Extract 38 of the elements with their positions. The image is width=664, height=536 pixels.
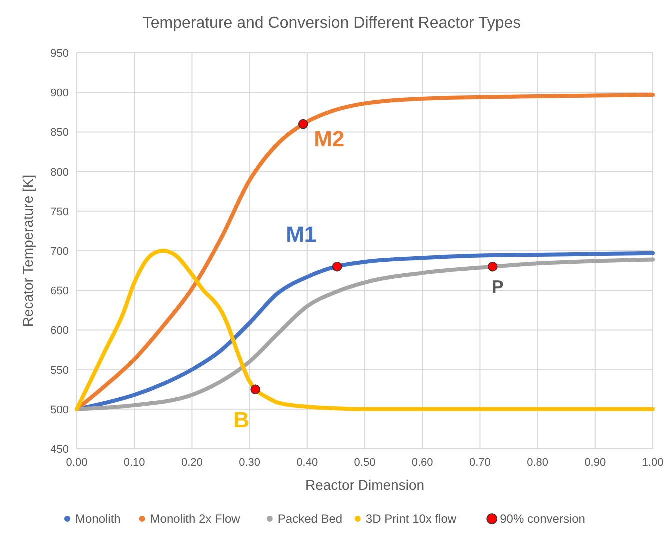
y-axis-title: Recator Temperature [K]: [20, 174, 36, 328]
y-tick-label: 650: [50, 286, 69, 298]
legend-label: Packed Bed: [278, 512, 343, 526]
point: [250, 384, 260, 394]
annotation: M1: [286, 222, 317, 247]
annotation: P: [492, 276, 504, 297]
y-tick-label: 800: [50, 166, 69, 179]
x-tick-label: 0.30: [239, 457, 261, 469]
y-tick-label: 450: [50, 444, 69, 456]
x-tick-label: 0.40: [296, 457, 318, 469]
x-tick-label: 0.20: [181, 457, 203, 469]
annotation: B: [234, 408, 250, 433]
y-tick-label: 750: [50, 206, 69, 218]
y-tick-label: 900: [50, 88, 69, 100]
y-tick-label: 700: [50, 246, 69, 258]
y-tick-label: 600: [50, 325, 69, 338]
x-tick-label: 1.00: [642, 457, 664, 469]
point: [488, 262, 498, 272]
legend-label: Monolith 2x Flow: [150, 512, 241, 526]
x-tick-label: 0.50: [354, 457, 376, 469]
legend-label: 3D Print 10x flow: [366, 512, 457, 526]
point: [298, 119, 308, 130]
x-tick-label: 0.10: [124, 457, 146, 469]
x-tick-label: 0.60: [412, 457, 434, 469]
x-tick-label: 0.00: [66, 457, 88, 469]
x-tick-label: 0.70: [469, 457, 491, 469]
point: [332, 262, 342, 272]
annotation: M2: [314, 126, 345, 152]
y-tick-label: 850: [50, 127, 69, 140]
y-tick-label: 950: [50, 48, 69, 60]
x-axis-title: Reactor Dimension: [305, 477, 425, 493]
y-tick-label: 550: [50, 364, 69, 377]
x-tick-label: 0.80: [527, 457, 549, 469]
legend-label: 90% conversion: [500, 512, 586, 526]
x-tick-label: 0.90: [584, 457, 606, 469]
chart-title: Temperature and Conversion Different Reactor Types: [142, 15, 522, 32]
legend-label: Monolith: [76, 512, 121, 526]
y-tick-label: 500: [50, 404, 69, 416]
